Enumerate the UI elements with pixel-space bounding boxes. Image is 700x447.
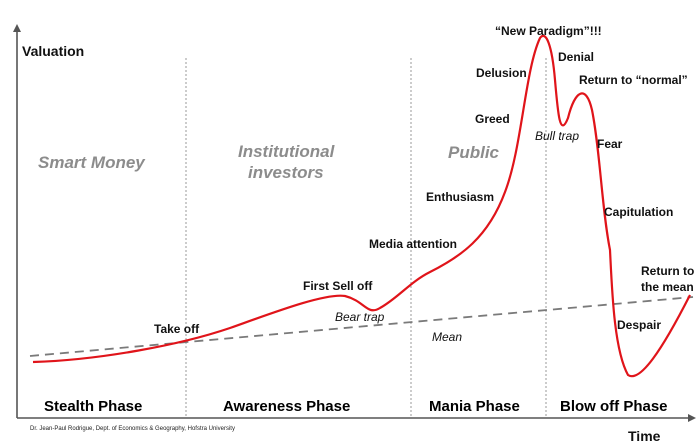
phase-awareness: Awareness Phase: [223, 398, 350, 415]
source-credit: Dr. Jean-Paul Rodrigue, Dept. of Economi…: [30, 426, 235, 432]
stage-bear-trap: Bear trap: [335, 310, 385, 324]
stage-return-to-normal: Return to “normal”: [579, 73, 688, 87]
stage-take-off: Take off: [154, 322, 200, 336]
phase-blow-off: Blow off Phase: [560, 398, 668, 415]
stage-despair: Despair: [617, 318, 661, 332]
stage-first-sell-off: First Sell off: [303, 279, 373, 293]
bubble-curve: [32, 34, 691, 378]
mean-label: Mean: [432, 330, 462, 344]
group-public: Public: [448, 143, 500, 162]
group-investors: investors: [248, 163, 324, 182]
stage-denial: Denial: [558, 50, 594, 64]
y-axis-label: Valuation: [22, 43, 84, 59]
phase-stealth: Stealth Phase: [44, 398, 142, 415]
mean-line: [29, 296, 694, 357]
stage-media-attention: Media attention: [369, 237, 457, 251]
stage-delusion: Delusion: [476, 66, 527, 80]
stage-bull-trap: Bull trap: [535, 129, 579, 143]
stage-greed: Greed: [475, 112, 510, 126]
stage-return-to-mean-line2: the mean: [641, 280, 694, 294]
stage-capitulation: Capitulation: [604, 205, 673, 219]
stage-return-to-mean-line1: Return to: [641, 264, 694, 278]
phase-mania: Mania Phase: [429, 398, 520, 415]
group-institutional: Institutional: [238, 142, 336, 161]
stage-fear: Fear: [597, 137, 623, 151]
group-smart-money: Smart Money: [38, 153, 146, 172]
stage-new-paradigm: “New Paradigm”!!!: [495, 24, 602, 38]
stage-enthusiasm: Enthusiasm: [426, 190, 494, 204]
x-axis-label: Time: [628, 428, 661, 444]
